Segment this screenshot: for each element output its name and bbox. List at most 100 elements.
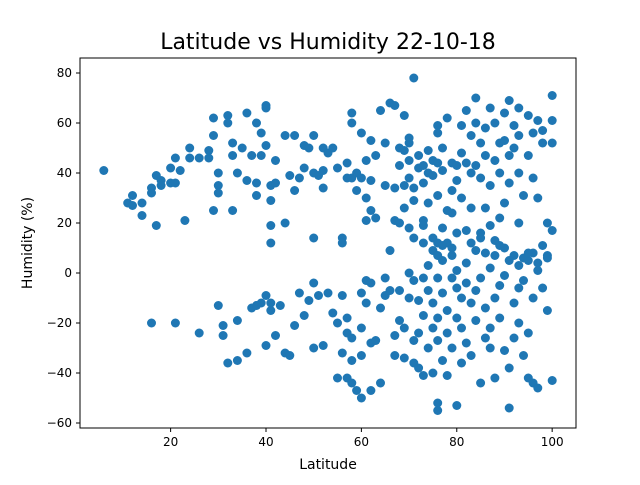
data-point [299, 311, 309, 320]
data-point [418, 273, 428, 283]
data-point [409, 276, 419, 285]
data-point [452, 228, 462, 238]
data-point [218, 321, 228, 330]
data-point [500, 108, 509, 118]
data-point [261, 141, 271, 150]
data-point [504, 151, 514, 160]
data-point [418, 221, 428, 230]
data-point [423, 286, 433, 295]
data-point [523, 248, 533, 258]
data-point [504, 363, 514, 373]
data-point [232, 316, 242, 325]
data-point [466, 298, 476, 308]
data-point [380, 273, 390, 283]
data-point [547, 376, 557, 385]
data-point [480, 123, 490, 133]
data-point [342, 313, 352, 323]
plot-area-frame [79, 57, 577, 429]
points-layer [99, 73, 557, 415]
data-point [356, 128, 366, 138]
x-tick-label: 20 [163, 435, 178, 449]
data-point [404, 173, 414, 183]
data-point [547, 138, 557, 148]
data-point [471, 93, 481, 103]
data-point [466, 351, 476, 360]
ticks-layer: 20 40 60 80 100 −60 −40 −20 0 20 40 60 80 [47, 66, 564, 449]
data-point [452, 176, 462, 185]
data-point [442, 306, 452, 315]
y-tick-label: −60 [47, 416, 72, 430]
data-point [385, 286, 395, 295]
data-point [461, 158, 471, 168]
data-point [204, 153, 214, 163]
data-point [194, 153, 204, 163]
data-point [523, 256, 533, 265]
data-point [399, 353, 409, 363]
data-point [471, 316, 481, 325]
chart-title: Latitude vs Humidity 22-10-18 [160, 30, 496, 55]
data-point [514, 261, 524, 270]
data-point [414, 296, 424, 305]
data-point [366, 386, 376, 395]
data-point [514, 318, 524, 328]
data-point [333, 373, 342, 383]
y-tick-label: 40 [57, 166, 72, 180]
data-point [533, 266, 543, 275]
data-point [352, 386, 362, 395]
data-point [480, 248, 490, 258]
data-point [404, 223, 414, 233]
data-point [361, 216, 371, 225]
data-point [442, 328, 452, 338]
data-point [266, 298, 276, 308]
data-point [457, 293, 466, 303]
data-point [347, 108, 357, 118]
data-point [457, 193, 466, 203]
data-point [423, 343, 433, 353]
data-point [485, 221, 495, 230]
data-point [523, 111, 533, 120]
data-point [285, 171, 295, 180]
x-tick-label: 60 [354, 435, 369, 449]
data-point [185, 143, 195, 153]
data-point [461, 278, 471, 288]
data-point [452, 161, 462, 170]
data-point [519, 191, 528, 200]
y-tick-label: 20 [57, 216, 72, 230]
data-point [418, 311, 428, 320]
data-point [466, 203, 476, 213]
data-point [514, 131, 524, 140]
data-point [428, 323, 438, 333]
data-point [514, 168, 524, 178]
data-point [304, 143, 314, 153]
data-point [99, 166, 109, 175]
data-point [232, 168, 242, 178]
data-point [290, 131, 300, 140]
data-point [538, 126, 548, 135]
data-point [223, 118, 233, 128]
data-point [309, 343, 319, 353]
data-point [490, 118, 500, 128]
data-point [328, 143, 338, 153]
x-tick-label: 40 [258, 435, 273, 449]
data-point [247, 151, 257, 160]
data-point [466, 131, 476, 140]
data-point [461, 258, 471, 268]
data-point [209, 113, 218, 123]
data-point [433, 128, 443, 138]
data-point [328, 308, 338, 318]
data-point [223, 358, 233, 368]
data-point [380, 138, 390, 148]
data-point [404, 156, 414, 165]
data-point [514, 218, 524, 228]
data-point [414, 363, 424, 373]
data-point [399, 323, 409, 333]
data-point [438, 288, 447, 298]
data-point [504, 96, 514, 105]
data-point [299, 163, 309, 173]
data-point [347, 356, 357, 365]
data-point [137, 211, 147, 220]
data-point [414, 328, 424, 338]
data-point [495, 313, 505, 323]
data-point [318, 341, 328, 350]
data-point [399, 146, 409, 155]
